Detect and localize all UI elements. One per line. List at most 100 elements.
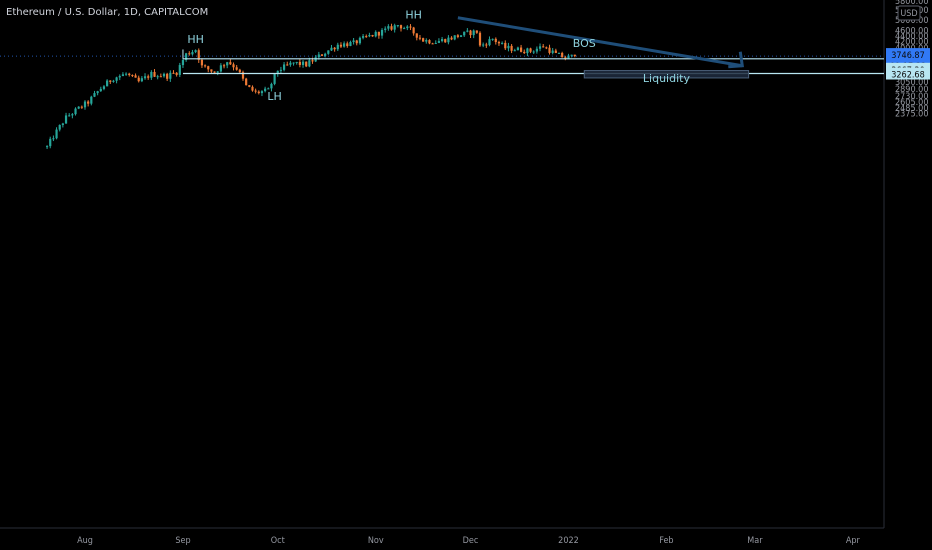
currency-badge <box>897 5 921 21</box>
candle-body <box>102 86 106 89</box>
candle-body <box>118 76 121 78</box>
candle-body <box>567 55 570 59</box>
candle-body <box>403 28 406 30</box>
candle-body <box>99 88 102 92</box>
candle-body <box>169 72 172 79</box>
candle-body <box>87 101 90 104</box>
candle-body <box>529 48 532 52</box>
candle-body <box>538 46 542 49</box>
candle-body <box>71 114 74 116</box>
candle-body <box>83 101 87 108</box>
price-tick-label: 4200.00 <box>895 38 928 48</box>
candle-body <box>437 41 441 43</box>
time-tick-label: Apr <box>846 536 861 546</box>
candle-body <box>361 36 365 38</box>
candle-body <box>194 50 197 53</box>
candle-body <box>49 138 52 147</box>
candle-body <box>488 39 491 46</box>
candle-body <box>175 72 178 75</box>
price-tick-label: 2375.00 <box>895 109 928 119</box>
candle-body <box>494 38 497 43</box>
candles-layer <box>45 23 576 150</box>
candle-body <box>368 35 371 37</box>
candle-body <box>45 146 49 148</box>
level-low-tag: 3262.68 <box>886 67 930 81</box>
candle-body <box>282 64 286 70</box>
candle-body <box>526 48 529 54</box>
candle-body <box>172 72 175 74</box>
candle-body <box>532 51 535 53</box>
candle-body <box>440 39 444 42</box>
candle-body <box>131 75 134 77</box>
candle-body <box>327 50 330 54</box>
candle-body <box>412 27 415 34</box>
candle-body <box>431 43 434 45</box>
candle-body <box>134 75 137 78</box>
price-tick-label: 2890.00 <box>895 85 928 95</box>
candle-body <box>355 40 358 44</box>
candle-body <box>513 50 516 52</box>
candle-body <box>61 123 64 125</box>
candle-body <box>428 40 431 44</box>
candle-body <box>147 76 150 78</box>
candle-body <box>292 62 295 64</box>
candle-body <box>330 47 333 51</box>
candle-body <box>554 50 557 53</box>
candle-body <box>80 106 83 108</box>
candle-body <box>200 59 204 66</box>
candle-body <box>519 47 523 52</box>
candle-body <box>343 43 346 47</box>
candle-body <box>90 96 93 104</box>
candle-body <box>564 57 567 59</box>
candle-body <box>311 60 314 62</box>
candle-body <box>387 26 390 29</box>
candle-body <box>150 71 153 78</box>
candle-body <box>276 70 279 74</box>
candle-body <box>77 106 80 109</box>
candle-body <box>273 73 276 84</box>
chart-title: Ethereum / U.S. Dollar, 1D, CAPITALCOM <box>6 7 209 18</box>
candle-body <box>507 45 510 49</box>
level-low-tag-bg <box>886 67 930 80</box>
price-tick-label: 2485.00 <box>895 104 928 114</box>
candle-body <box>444 39 447 43</box>
candle-body <box>535 48 538 52</box>
candle-body <box>447 37 450 43</box>
candle-body <box>545 47 548 49</box>
candle-body <box>523 51 526 54</box>
candle-body <box>121 74 125 77</box>
price-tick-label: 5000.00 <box>895 16 928 26</box>
candle-body <box>257 91 260 94</box>
candle-body <box>450 37 453 40</box>
candle-body <box>551 50 554 53</box>
candle-body <box>55 129 58 139</box>
candle-body <box>456 35 459 37</box>
candle-body <box>213 71 216 73</box>
candle-body <box>191 52 194 55</box>
time-tick-label: Feb <box>659 536 673 546</box>
candle-body <box>308 60 311 67</box>
candle-body <box>453 35 456 40</box>
candle-body <box>320 54 324 56</box>
candle-body <box>352 40 355 42</box>
candle-body <box>124 73 128 75</box>
candle-body <box>112 80 115 82</box>
level-low-tag-text: 3262.68 <box>891 71 924 81</box>
candle-body <box>409 26 412 28</box>
candle-body <box>349 41 352 47</box>
candle-body <box>491 38 494 40</box>
candle-body <box>384 28 387 30</box>
time-tick-label: Sep <box>175 536 190 546</box>
candle-body <box>466 30 469 32</box>
candle-body <box>422 38 425 42</box>
projection-arrow-line <box>457 16 743 68</box>
price-tick-label: 3050.00 <box>895 78 928 88</box>
time-tick-label: Oct <box>271 536 285 546</box>
candle-body <box>459 35 463 37</box>
candle-body <box>279 69 283 71</box>
grid-layer <box>0 0 885 529</box>
candle-body <box>219 65 222 72</box>
candle-body <box>166 73 169 79</box>
candle-body <box>178 65 181 75</box>
